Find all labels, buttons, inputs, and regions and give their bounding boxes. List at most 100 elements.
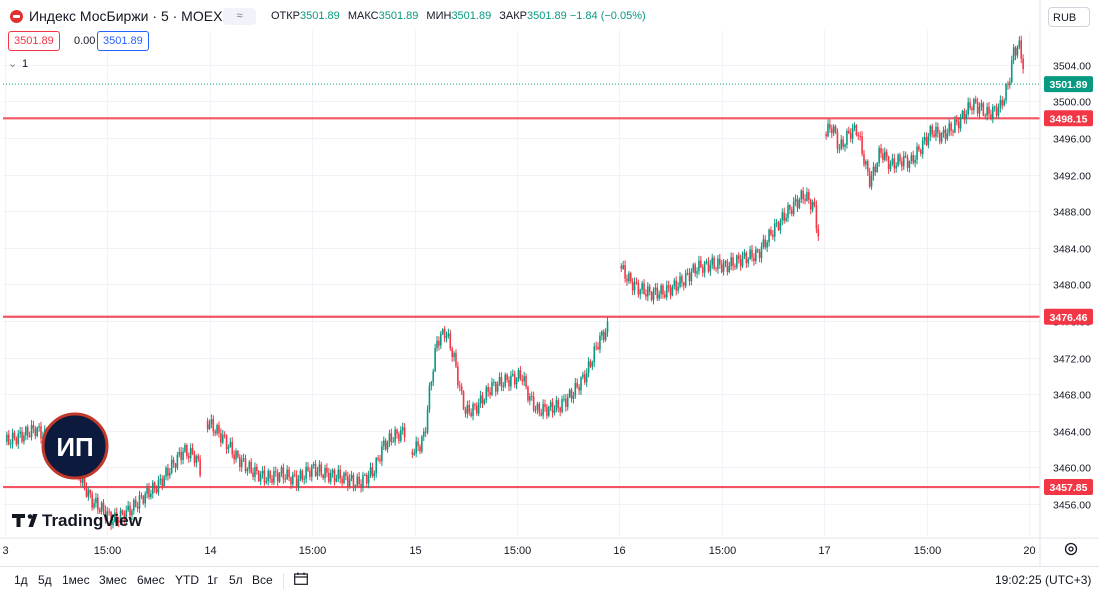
candle-body	[923, 137, 926, 141]
candle-body	[606, 321, 609, 333]
candle-body	[93, 503, 95, 508]
candle-body	[827, 123, 829, 137]
candle-body	[269, 470, 271, 479]
candle-body	[523, 376, 525, 382]
candle-body	[193, 454, 196, 463]
tradingview-wordmark: TradingView	[42, 511, 143, 530]
candle-body	[578, 387, 580, 391]
candle-body	[711, 257, 714, 265]
candle-body	[426, 409, 429, 433]
candle-body	[136, 506, 139, 509]
candle-body	[677, 286, 679, 291]
candle-body	[496, 384, 499, 392]
candle-body	[589, 361, 592, 367]
compare-icon[interactable]: ≈	[223, 8, 256, 25]
candle-body	[382, 440, 385, 446]
candle-body	[476, 405, 478, 414]
candle-body	[790, 209, 793, 215]
candle-body	[485, 387, 488, 400]
range-3m[interactable]: 3мес	[99, 573, 127, 587]
candle-body	[910, 155, 913, 162]
range-5y[interactable]: 5л	[229, 573, 243, 587]
candle-body	[30, 424, 33, 437]
range-all[interactable]: Все	[252, 573, 273, 587]
candle-body	[453, 353, 455, 358]
candle-body	[851, 127, 854, 139]
candle-body	[787, 205, 789, 218]
range-1m[interactable]: 1мес	[62, 573, 90, 587]
candle-body	[244, 458, 247, 472]
ip-badge-logo: ИП	[41, 412, 109, 480]
y-tick-label: 3488.00	[1053, 207, 1091, 219]
candle-body	[838, 148, 841, 150]
candle-body	[125, 510, 128, 521]
candle-body	[984, 115, 987, 117]
candle-body	[220, 433, 222, 443]
candle-body	[1001, 100, 1004, 106]
candle-body	[660, 285, 662, 295]
candle-body	[639, 289, 642, 295]
candle-body	[127, 505, 129, 511]
candle-layer	[6, 35, 1024, 530]
candle-body	[25, 426, 27, 436]
candle-body	[32, 424, 35, 429]
candle-body	[208, 424, 211, 429]
candle-body	[549, 402, 552, 407]
candle-body	[891, 158, 894, 164]
candle-body	[546, 407, 548, 416]
candle-body	[415, 441, 417, 454]
candle-body	[555, 400, 558, 411]
symbol-title[interactable]: Индекс МосБиржи · 5 · MOEX	[29, 8, 223, 24]
candle-body	[1020, 40, 1023, 59]
candle-body	[95, 497, 97, 504]
candle-body	[912, 155, 915, 163]
candle-body	[882, 153, 884, 161]
candle-body	[223, 434, 226, 436]
level-price-label: 3457.85	[1050, 482, 1088, 494]
range-ytd[interactable]: YTD	[175, 573, 199, 587]
range-5d[interactable]: 5д	[38, 573, 52, 587]
sell-button[interactable]: 3501.89	[8, 31, 60, 51]
candle-body	[263, 470, 266, 483]
buy-button[interactable]: 3501.89	[97, 31, 149, 51]
candle-body	[401, 427, 404, 431]
indicator-row[interactable]: ⌄ 1	[8, 57, 28, 70]
candle-body	[239, 457, 241, 468]
candle-body	[988, 106, 990, 115]
candle-body	[574, 382, 577, 396]
currency-button[interactable]: RUB	[1048, 7, 1090, 27]
candle-body	[322, 474, 324, 479]
candle-body	[106, 511, 109, 520]
range-1y[interactable]: 1г	[207, 573, 219, 587]
candle-body	[844, 144, 846, 147]
clock-timezone[interactable]: 19:02:25 (UTC+3)	[995, 573, 1092, 587]
candle-body	[713, 257, 715, 269]
range-6m[interactable]: 6мес	[137, 573, 165, 587]
y-tick-label: 3472.00	[1053, 354, 1091, 366]
y-tick-label: 3480.00	[1053, 280, 1091, 292]
candle-body	[701, 267, 704, 273]
candle-body	[974, 99, 977, 103]
candle-body	[920, 149, 922, 154]
chevron-down-icon[interactable]: ⌄	[8, 58, 18, 70]
calendar-icon[interactable]	[294, 572, 308, 585]
candle-body	[102, 502, 105, 511]
candle-body	[965, 114, 968, 120]
candle-body	[197, 455, 200, 460]
x-tick-label: 15:00	[299, 545, 327, 557]
settings-icon[interactable]	[1063, 541, 1079, 557]
candle-body	[273, 471, 275, 483]
candle-body	[658, 294, 660, 299]
candle-body	[15, 437, 18, 445]
candle-body	[148, 487, 150, 498]
candle-body	[98, 509, 101, 512]
candle-body	[749, 249, 751, 259]
candle-body	[722, 262, 725, 273]
range-1d[interactable]: 1д	[14, 573, 28, 587]
candle-body	[582, 374, 584, 378]
candle-body	[81, 476, 84, 483]
candle-body	[367, 474, 370, 484]
candle-body	[428, 385, 431, 410]
